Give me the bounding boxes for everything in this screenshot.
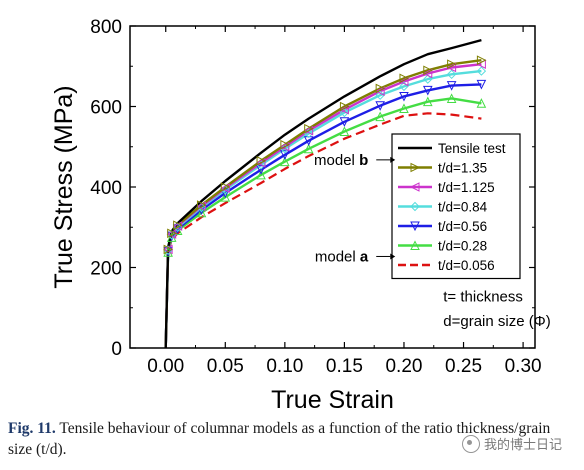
x-axis-label: True Strain: [271, 386, 394, 414]
series-marker: [304, 123, 314, 134]
series-marker: [375, 83, 386, 94]
series-marker: [279, 141, 290, 152]
series-marker: [167, 228, 177, 239]
series-marker: [410, 221, 420, 232]
legend: Tensile test t/d=1.35 t/d=1.125 t/d=0.84 t/d…: [391, 133, 521, 280]
series-marker: [339, 126, 350, 136]
series-marker: [399, 91, 409, 102]
watermark: 我的博士日记: [462, 434, 562, 453]
series-marker: [163, 244, 174, 255]
series-marker: [303, 136, 314, 146]
x-tick-label: 0.10: [266, 356, 303, 377]
legend-entry: Tensile test: [438, 141, 506, 156]
x-tick-label: 0.15: [326, 356, 363, 377]
wechat-icon: [462, 434, 480, 453]
series-marker: [447, 59, 457, 70]
x-tick-label: 0.20: [385, 356, 422, 377]
series-marker: [446, 93, 457, 103]
series-marker: [410, 240, 420, 250]
watermark-text: 我的博士日记: [484, 438, 563, 453]
series-marker: [166, 229, 177, 239]
annotation-arrowhead: [390, 156, 396, 163]
series-marker: [423, 65, 433, 76]
series-marker: [303, 143, 314, 154]
series-marker: [220, 182, 231, 192]
series-marker: [196, 201, 206, 212]
series-marker: [196, 207, 207, 218]
series-marker: [476, 98, 487, 108]
annotation-arrowhead: [390, 253, 396, 260]
x-tick-label: 0.30: [505, 356, 542, 377]
series-line: [164, 112, 482, 349]
series-marker: [196, 200, 207, 210]
y-tick-label: 600: [90, 98, 122, 119]
legend-entry: t/d=0.28: [438, 239, 487, 254]
series-marker: [339, 104, 349, 115]
series-marker: [256, 156, 267, 166]
y-tick-label: 0: [111, 339, 122, 360]
series-marker: [422, 68, 433, 79]
series-marker: [280, 156, 290, 167]
legend-entry: t/d=0.84: [438, 200, 488, 215]
series-marker: [422, 85, 433, 96]
series-marker: [339, 107, 350, 118]
series-marker: [339, 101, 350, 112]
series-marker: [410, 162, 421, 173]
x-tick-label: 0.05: [207, 356, 244, 377]
series-marker: [422, 96, 433, 107]
y-tick-label: 400: [90, 178, 122, 199]
caption-label: Fig. 11.: [8, 420, 56, 437]
series-marker: [410, 201, 420, 212]
legend-entry: t/d=1.125: [438, 180, 495, 195]
series-markers: [162, 55, 487, 257]
model-annotation: model b: [314, 152, 368, 169]
series-marker: [423, 74, 433, 84]
definition-annotation: t= thickness: [443, 289, 523, 306]
series-marker: [220, 183, 230, 194]
legend-entry: t/d=0.056: [438, 258, 495, 273]
y-tick-label: 200: [90, 259, 122, 280]
series-marker: [172, 221, 183, 231]
series-marker: [173, 220, 183, 231]
y-tick-label: 800: [90, 17, 122, 38]
series-marker: [399, 73, 410, 84]
series-marker: [255, 158, 266, 168]
legend-entry: t/d=0.56: [438, 219, 487, 234]
y-axis-label: True Stress (MPa): [50, 85, 78, 288]
series-marker: [303, 125, 314, 136]
series-marker: [375, 90, 385, 100]
caption-text: Tensile behaviour of columnar models as …: [8, 420, 551, 458]
plot-frame: [129, 25, 536, 349]
annotations: model b model a t= thickness d=grain size (…: [314, 152, 551, 330]
x-tick-label: 0.00: [147, 356, 184, 377]
series-marker: [476, 79, 487, 90]
definition-annotation: d=grain size (Φ): [443, 313, 550, 330]
series-marker: [280, 150, 290, 160]
series-marker: [399, 103, 409, 114]
series-marker: [256, 165, 266, 175]
series-marker: [446, 81, 457, 91]
series-marker: [476, 66, 487, 76]
series-marker: [220, 191, 231, 202]
model-annotation: model a: [315, 248, 369, 265]
figure-caption: Fig. 11. Tensile behaviour of columnar m…: [8, 418, 578, 460]
legend-entry: t/d=1.35: [438, 161, 487, 176]
series-marker: [446, 69, 457, 80]
series-marker: [375, 111, 385, 122]
tick-labels: 0.00 0.05 0.10 0.15 0.20 0.25 0.30 0 200 400 600 80…: [90, 17, 541, 377]
series-marker: [256, 169, 266, 180]
series-marker: [280, 139, 290, 150]
series-marker: [476, 55, 487, 66]
series-marker: [339, 117, 350, 127]
series-marker: [409, 182, 420, 192]
x-tick-label: 0.25: [445, 356, 482, 377]
series-marker: [375, 101, 385, 111]
series-marker: [398, 76, 409, 87]
series-marker: [446, 62, 457, 73]
series-marker: [375, 86, 385, 97]
